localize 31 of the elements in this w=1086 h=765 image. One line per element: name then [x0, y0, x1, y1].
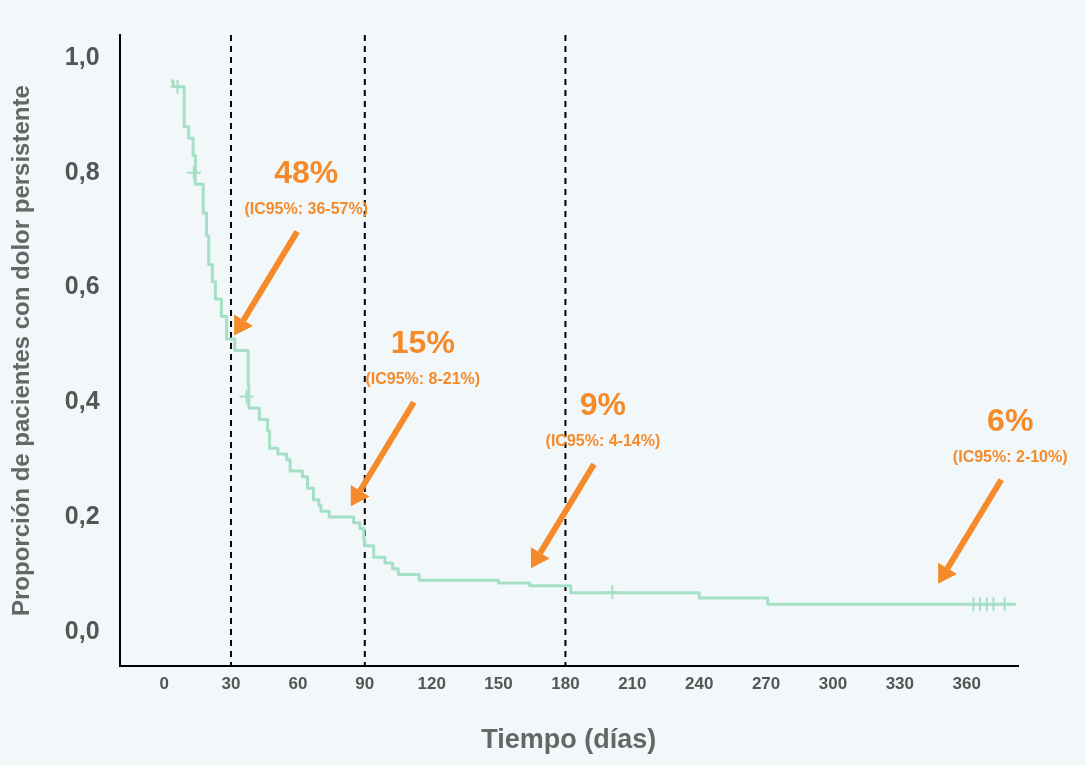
x-tick-label: 90 [355, 674, 375, 694]
x-tick-label: 300 [818, 674, 848, 694]
annotation: (IC95%: 8-21%) [365, 370, 481, 389]
y-tick-label: 0,4 [64, 386, 100, 415]
annotation: 6% [987, 401, 1034, 439]
annotation: (IC95%: 2-10%) [952, 447, 1068, 466]
point [238, 388, 255, 405]
x-tick-label: 240 [685, 674, 714, 694]
y-tick-label: 0,6 [64, 271, 100, 300]
x-tick-label: 0 [159, 674, 169, 694]
y-tick-label: 0,2 [64, 500, 100, 529]
annotation: 9% [579, 385, 627, 423]
y-tick-label: 0,0 [64, 615, 100, 644]
annotation: 15% [390, 323, 455, 361]
y-tick-label: 1,0 [64, 41, 100, 70]
y-axis-title: Proporción de pacientes con dolor persistente [7, 85, 35, 616]
x-axis-title: Tiempo (días) [481, 724, 657, 755]
x-tick-label: 210 [618, 674, 647, 694]
x-tick-label: 150 [484, 674, 513, 694]
x-tick-label: 360 [952, 674, 981, 694]
x-tick-label: 330 [885, 674, 915, 694]
x-tick-label: 270 [751, 674, 781, 694]
annotation: 48% [274, 153, 339, 191]
x-tick-label: 60 [288, 674, 308, 694]
y-tick-label: 0,8 [64, 156, 100, 185]
x-tick-label: 180 [551, 674, 580, 694]
x-tick-label: 120 [417, 674, 446, 694]
x-tick-label: 30 [221, 674, 241, 694]
point [185, 164, 202, 181]
annotation: (IC95%: 36-57%) [244, 199, 368, 218]
annotation: (IC95%: 4-14%) [545, 432, 661, 451]
